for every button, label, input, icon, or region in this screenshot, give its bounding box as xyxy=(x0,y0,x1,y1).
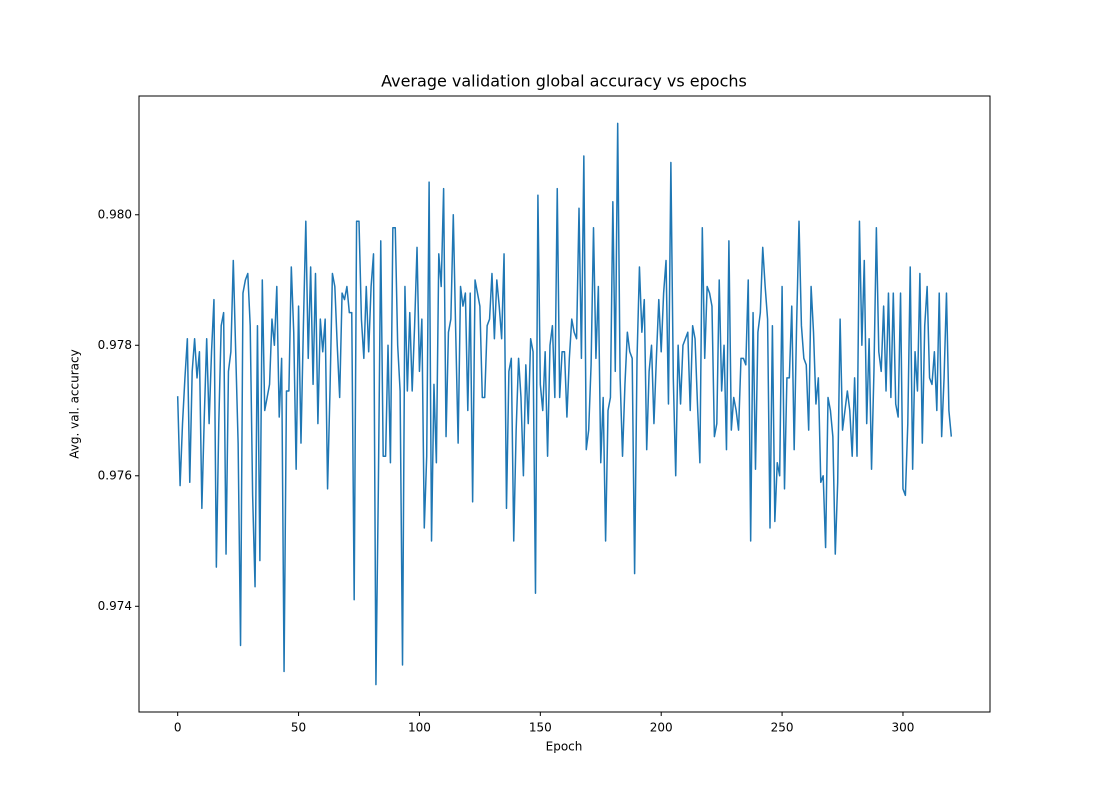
chart-title: Average validation global accuracy vs ep… xyxy=(381,72,747,91)
plot-frame xyxy=(138,95,991,713)
x-axis-label: Epoch xyxy=(546,740,583,754)
x-tick-label: 0 xyxy=(174,721,182,735)
y-tick-label: 0.978 xyxy=(98,338,132,352)
x-tick-label: 200 xyxy=(650,721,673,735)
x-tick-label: 300 xyxy=(892,721,915,735)
y-axis-label: Avg. val. accuracy xyxy=(68,349,82,458)
x-tick-label: 100 xyxy=(408,721,431,735)
y-tick-label: 0.980 xyxy=(98,207,132,221)
y-tick-label: 0.976 xyxy=(98,468,132,482)
x-tick-label: 50 xyxy=(291,721,306,735)
y-tick-label: 0.974 xyxy=(98,599,132,613)
x-tick-label: 250 xyxy=(771,721,794,735)
data-line xyxy=(176,122,953,686)
x-tick-label: 150 xyxy=(529,721,552,735)
